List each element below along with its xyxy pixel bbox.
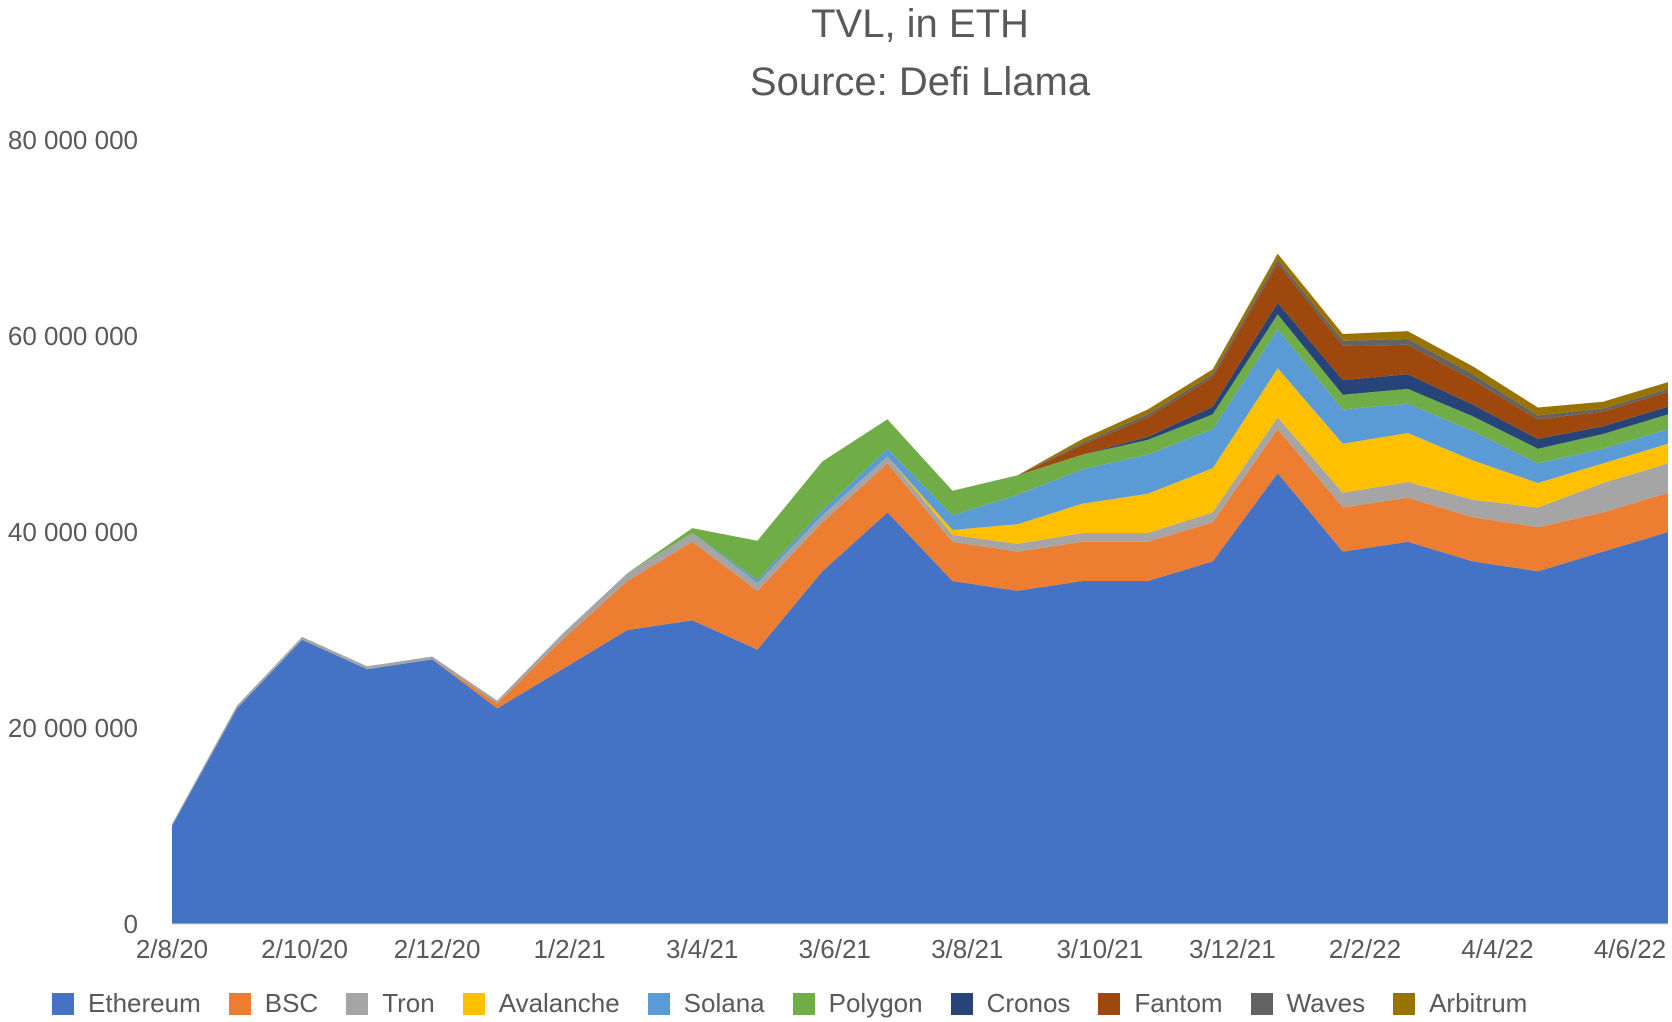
x-tick-label: 4/6/22 <box>1594 934 1666 964</box>
legend-item-fantom: Fantom <box>1098 988 1223 1019</box>
y-tick-label: 40 000 000 <box>8 517 138 547</box>
legend-item-waves: Waves <box>1250 988 1366 1019</box>
chart-subtitle: Source: Defi Llama <box>749 60 1091 104</box>
legend-label: BSC <box>264 988 319 1018</box>
legend-item-avalanche: Avalanche <box>462 988 620 1019</box>
y-tick-label: 80 000 000 <box>8 125 138 155</box>
legend-label: Waves <box>1286 988 1366 1018</box>
area-series-tron <box>172 417 1668 826</box>
legend-label: Arbitrum <box>1429 988 1528 1018</box>
legend-label: Tron <box>382 988 435 1018</box>
x-tick-label: 4/4/22 <box>1461 934 1533 964</box>
x-tick-label: 3/12/21 <box>1189 934 1276 964</box>
chart-plot: 0 20 000 000 40 000 000 60 000 000 80 000 00… <box>8 125 1668 964</box>
legend-swatch <box>1393 992 1416 1015</box>
x-tick-label: 2/8/20 <box>136 934 208 964</box>
x-tick-label: 3/8/21 <box>931 934 1003 964</box>
legend-label: Fantom <box>1134 988 1223 1018</box>
legend-item-arbitrum: Arbitrum <box>1393 988 1527 1019</box>
legend-label: Cronos <box>986 988 1071 1018</box>
legend-item-bsc: BSC <box>228 988 319 1019</box>
x-tick-label: 2/2/22 <box>1329 934 1401 964</box>
chart-title: TVL, in ETH <box>811 2 1029 46</box>
axis-layer: 0 20 000 000 40 000 000 60 000 000 80 000 00… <box>8 125 1668 964</box>
x-tick-label: 3/6/21 <box>799 934 871 964</box>
x-tick-label: 3/4/21 <box>666 934 738 964</box>
legend-swatch <box>462 992 485 1015</box>
legend-swatch <box>1250 992 1273 1015</box>
legend-label: Ethereum <box>88 988 201 1018</box>
legend-item-solana: Solana <box>647 988 765 1019</box>
x-tick-label: 2/12/20 <box>394 934 481 964</box>
area-series-bsc <box>172 429 1668 826</box>
legend-swatch <box>346 992 369 1015</box>
legend-swatch <box>228 992 251 1015</box>
x-tick-label: 2/10/20 <box>261 934 348 964</box>
legend-label: Avalanche <box>498 988 620 1018</box>
legend-swatch <box>950 992 973 1015</box>
y-tick-label: 20 000 000 <box>8 713 138 743</box>
legend-swatch <box>647 992 670 1015</box>
x-tick-label: 3/10/21 <box>1056 934 1143 964</box>
legend-swatch <box>1098 992 1121 1015</box>
legend-item-polygon: Polygon <box>792 988 923 1019</box>
legend-item-ethereum: Ethereum <box>52 988 201 1019</box>
y-tick-label: 0 <box>124 909 138 939</box>
x-tick-label: 1/2/21 <box>533 934 605 964</box>
legend-label: Polygon <box>828 988 923 1018</box>
legend-label: Solana <box>683 988 765 1018</box>
y-tick-label: 60 000 000 <box>8 321 138 351</box>
legend-item-tron: Tron <box>346 988 435 1019</box>
area-series-ethereum <box>172 473 1668 924</box>
legend-item-cronos: Cronos <box>950 988 1071 1019</box>
area-layer <box>172 253 1668 924</box>
legend-swatch <box>792 992 815 1015</box>
legend-swatch <box>52 992 74 1015</box>
legend: Ethereum BSC Tron Avalanche Solana Polygon Cro… <box>52 988 1555 1019</box>
